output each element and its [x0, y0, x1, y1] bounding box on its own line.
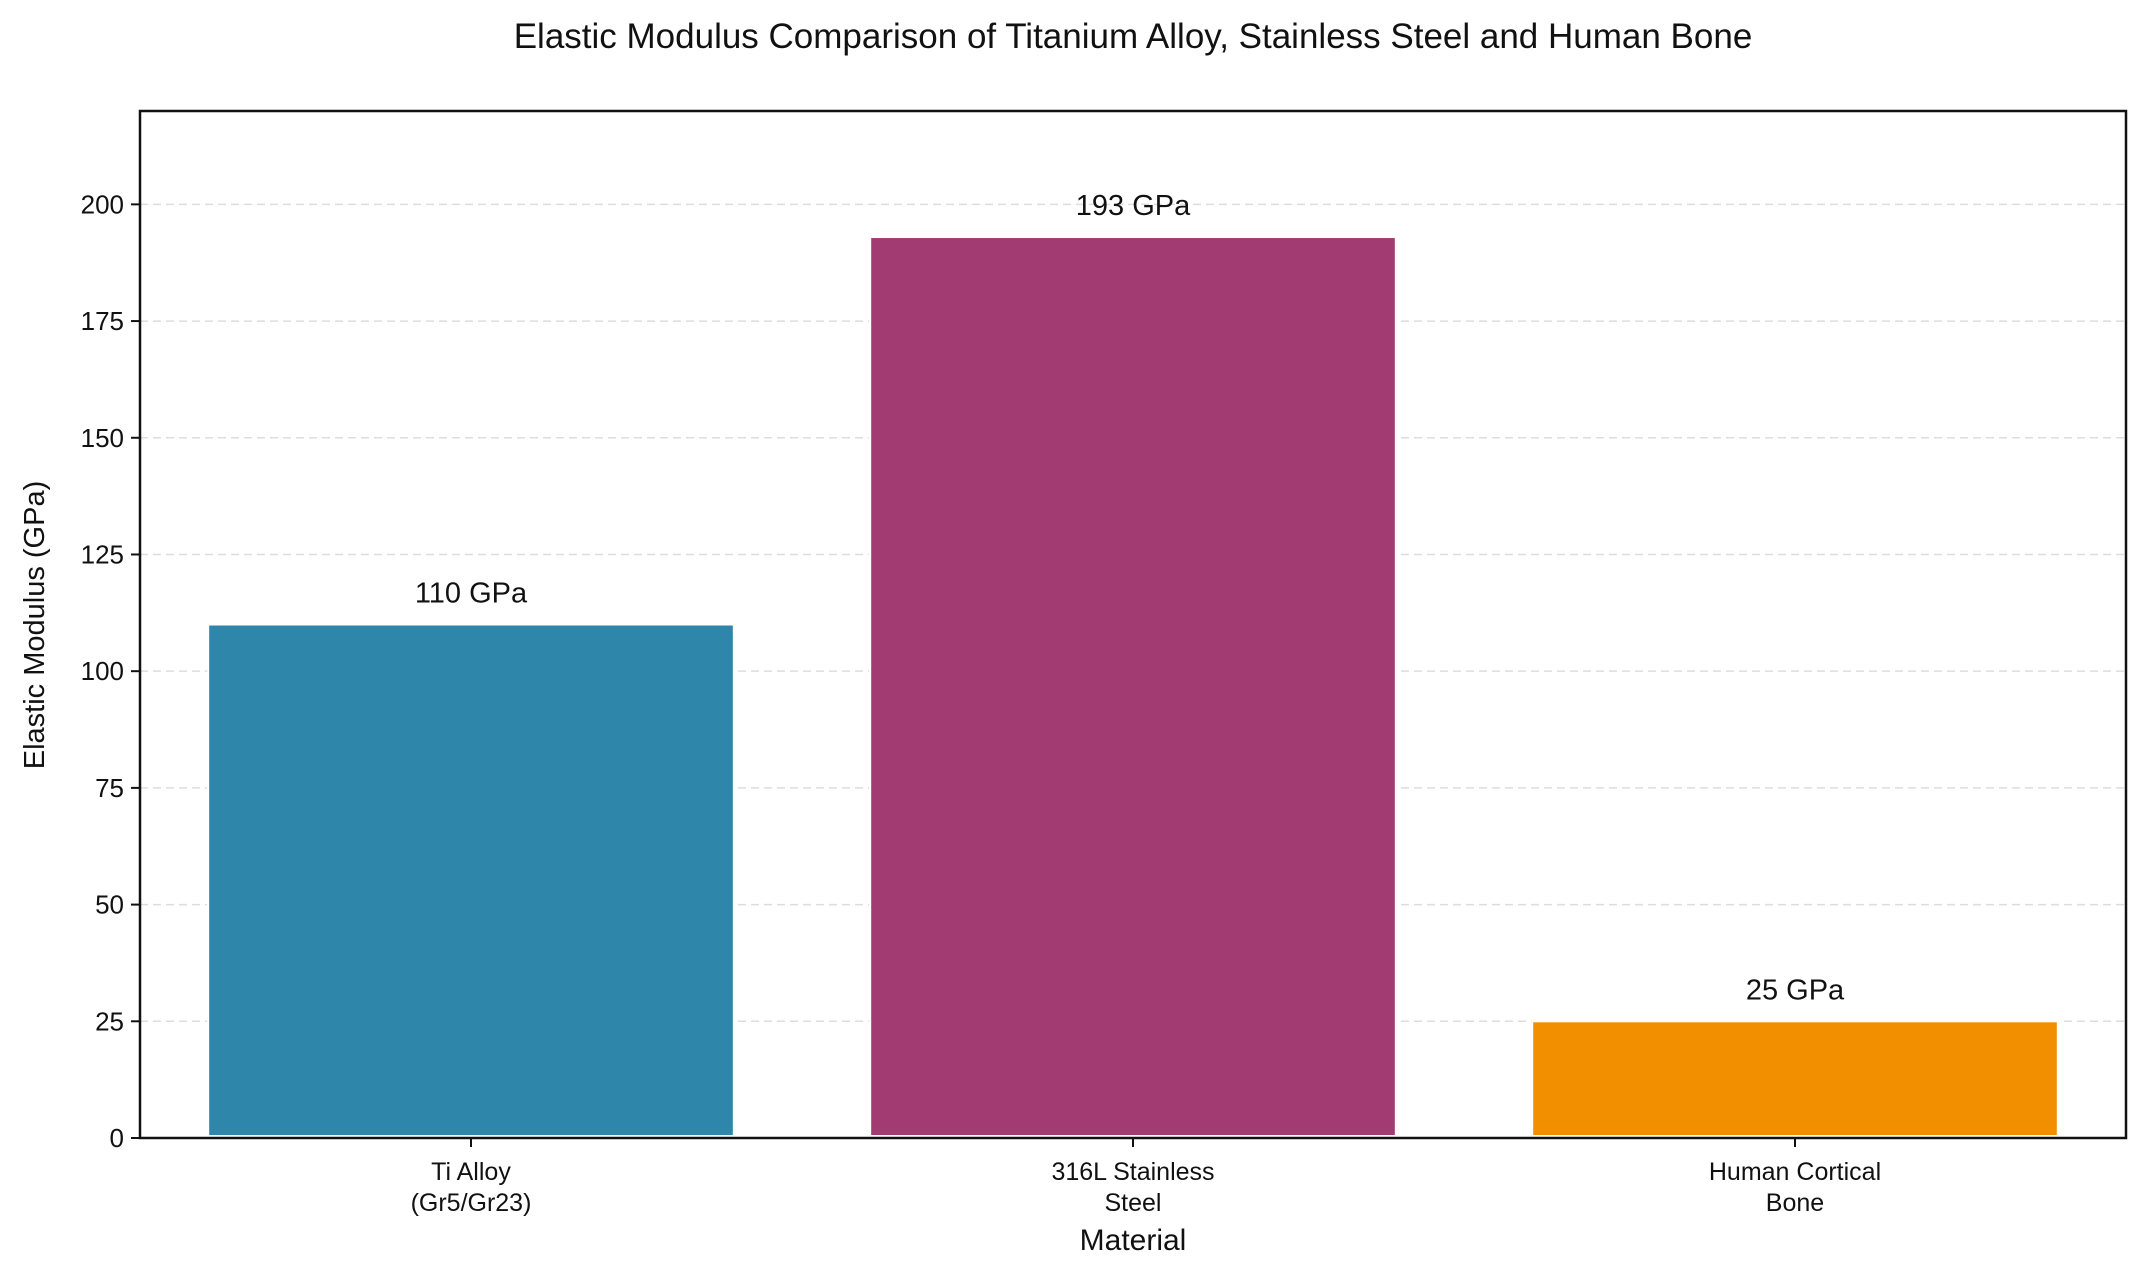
y-tick-label: 100 — [81, 656, 124, 686]
y-tick-label: 200 — [81, 189, 124, 219]
x-tick-label: (Gr5/Gr23) — [411, 1189, 532, 1217]
y-tick-label: 175 — [81, 306, 124, 336]
y-axis-label: Elastic Modulus (GPa) — [19, 481, 51, 770]
x-tick-label: Steel — [1105, 1189, 1162, 1217]
bar — [207, 623, 735, 1137]
bar — [1531, 1020, 2059, 1138]
data-label: 25 GPa — [1746, 974, 1845, 1006]
y-tick-label: 150 — [81, 423, 124, 453]
bars: 110 GPa 193 GPa 25 GPa — [207, 190, 2059, 1138]
plot-frame — [138, 109, 2128, 1140]
x-tick-label: Ti Alloy — [431, 1158, 511, 1186]
chart-title: Elastic Modulus Comparison of Titanium A… — [514, 17, 1753, 56]
x-tick-label: Human Cortical — [1709, 1158, 1881, 1186]
y-tick-label: 125 — [81, 539, 124, 569]
y-tick-label: 50 — [95, 890, 124, 920]
x-tick-label: Bone — [1766, 1189, 1824, 1217]
data-label: 193 GPa — [1076, 190, 1191, 222]
y-tick-label: 75 — [95, 773, 124, 803]
axis-ticks: 0 25 50 75 100 125 150 175 200 Ti Alloy (Gr5/Gr23)… — [81, 189, 1882, 1217]
y-tick-label: 25 — [95, 1006, 124, 1036]
x-tick-label: 316L Stainless — [1051, 1158, 1214, 1186]
bar — [869, 236, 1397, 1138]
data-label: 110 GPa — [415, 578, 528, 610]
x-axis-label: Material — [1080, 1224, 1187, 1257]
y-tick-label: 0 — [110, 1123, 124, 1153]
